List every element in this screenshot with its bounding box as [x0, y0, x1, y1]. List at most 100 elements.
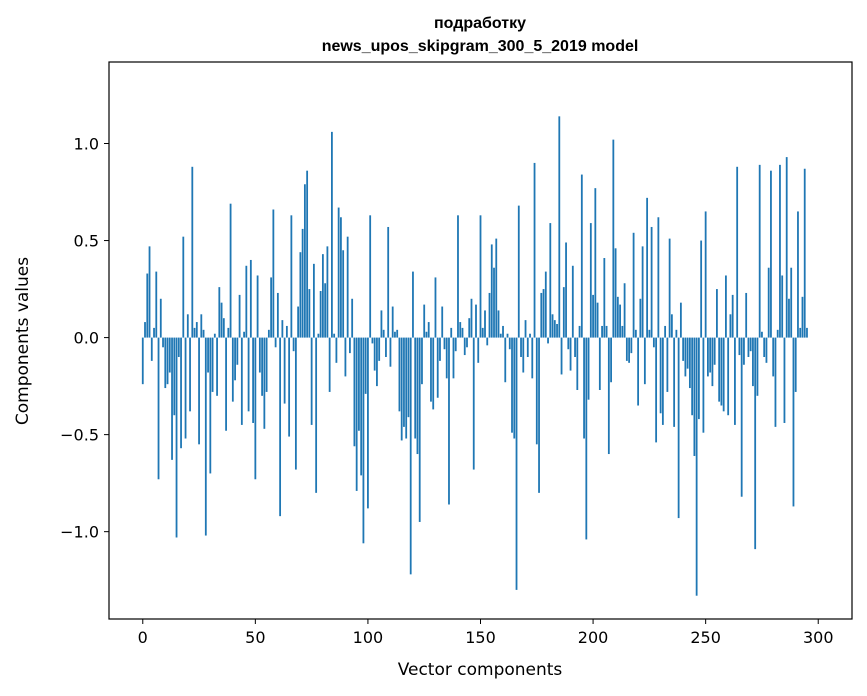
bar-289 — [792, 337, 795, 507]
bar-197 — [585, 337, 588, 540]
bar-131 — [436, 337, 439, 398]
bar-208 — [610, 337, 612, 383]
y-tick-label: −0.5 — [60, 426, 99, 445]
bar-231 — [661, 337, 664, 425]
bar-152 — [484, 310, 486, 338]
bar-94 — [353, 337, 356, 447]
x-tick-label: 200 — [578, 628, 609, 647]
bar-104 — [376, 337, 378, 387]
bar-119 — [409, 337, 412, 575]
bar-213 — [621, 325, 624, 338]
bar-290 — [794, 337, 797, 392]
bar-36 — [222, 318, 225, 338]
bar-90 — [344, 337, 347, 377]
bar-122 — [416, 337, 419, 455]
bar-143 — [463, 337, 466, 356]
bar-283 — [779, 164, 781, 338]
bar-151 — [481, 327, 484, 338]
bar-293 — [801, 296, 804, 338]
bar-57 — [270, 277, 273, 338]
bar-46 — [245, 265, 248, 338]
bar-223 — [643, 337, 646, 385]
bar-241 — [684, 337, 687, 377]
bar-69 — [297, 306, 300, 338]
bar-162 — [506, 333, 509, 338]
bar-97 — [360, 337, 363, 476]
bar-166 — [515, 337, 518, 590]
bar-188 — [565, 242, 567, 338]
x-axis-ticks: 0 50 100 150 200 250 300 — [138, 619, 834, 647]
bar-230 — [659, 337, 662, 414]
bar-86 — [335, 337, 338, 363]
bar-83 — [328, 337, 331, 392]
bars-group — [141, 116, 808, 596]
bar-120 — [412, 271, 414, 338]
bar-199 — [589, 223, 592, 338]
bar-239 — [679, 302, 682, 338]
bar-51 — [256, 275, 259, 338]
bar-11 — [166, 337, 169, 385]
bar-238 — [677, 337, 680, 519]
bar-225 — [648, 329, 651, 338]
bar-254 — [713, 337, 716, 365]
bar-240 — [682, 337, 685, 361]
bar-139 — [454, 337, 457, 352]
bar-269 — [747, 337, 750, 357]
bar-173 — [531, 337, 534, 379]
bar-13 — [171, 337, 173, 460]
bar-53 — [261, 337, 263, 396]
bar-229 — [657, 217, 660, 338]
bar-99 — [364, 337, 367, 394]
bar-263 — [734, 337, 736, 425]
bar-200 — [592, 294, 594, 338]
bar-49 — [252, 337, 254, 423]
bar-180 — [547, 337, 549, 344]
bar-153 — [486, 337, 489, 346]
bar-181 — [549, 223, 552, 338]
bar-259 — [725, 275, 727, 338]
x-axis-label: Vector components — [398, 660, 563, 680]
bar-145 — [468, 318, 471, 338]
bar-50 — [254, 337, 257, 480]
bar-174 — [533, 162, 536, 338]
bar-8 — [159, 298, 162, 338]
y-tick-label: −1.0 — [60, 523, 99, 542]
bar-21 — [189, 337, 191, 412]
bar-186 — [560, 337, 563, 375]
bar-30 — [209, 337, 212, 474]
bar-156 — [493, 267, 495, 338]
bar-137 — [450, 327, 453, 338]
bar-171 — [526, 337, 529, 357]
bar-96 — [358, 337, 360, 431]
bar-28 — [204, 337, 207, 536]
bar-38 — [227, 327, 230, 338]
bar-74 — [308, 289, 311, 338]
bar-127 — [427, 322, 430, 338]
bar-227 — [652, 337, 655, 348]
bar-270 — [749, 337, 752, 352]
bar-165 — [513, 337, 516, 439]
bar-266 — [740, 337, 743, 497]
bar-219 — [634, 329, 637, 338]
bar-48 — [249, 259, 252, 338]
bar-285 — [783, 337, 786, 423]
bar-26 — [200, 314, 203, 338]
bar-101 — [369, 215, 372, 338]
bar-192 — [574, 337, 576, 357]
bar-78 — [317, 333, 320, 338]
bar-110 — [389, 337, 392, 367]
bar-124 — [421, 337, 423, 385]
bar-279 — [770, 170, 772, 338]
bar-233 — [666, 337, 669, 392]
bar-41 — [234, 337, 236, 381]
bar-55 — [265, 337, 268, 392]
bar-161 — [504, 337, 507, 383]
bar-265 — [738, 337, 741, 356]
bar-237 — [675, 329, 678, 338]
bar-267 — [743, 337, 745, 365]
plot-frame — [108, 61, 853, 620]
bar-210 — [614, 248, 617, 338]
bar-187 — [562, 287, 565, 338]
bar-126 — [425, 331, 428, 338]
bar-148 — [475, 304, 477, 338]
